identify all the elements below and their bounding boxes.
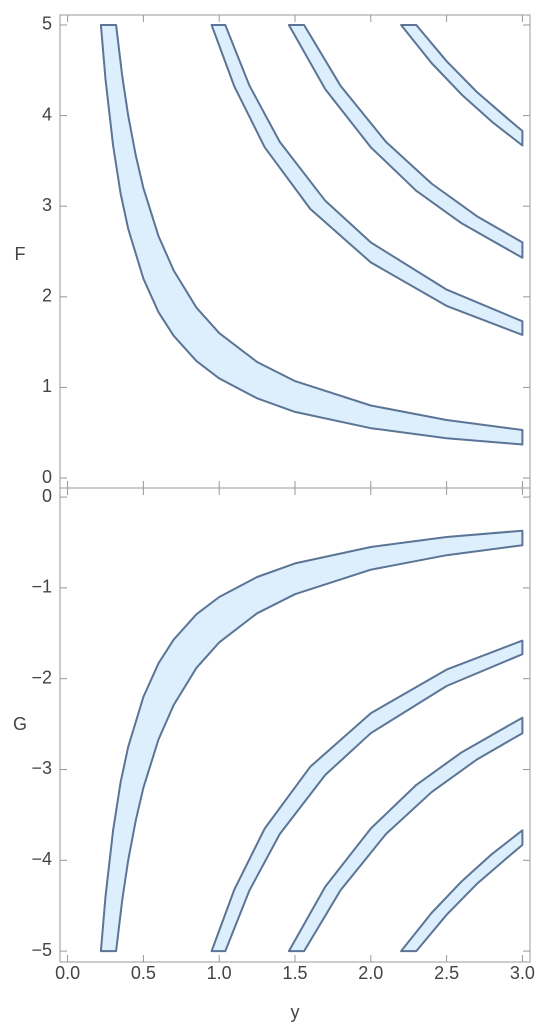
y-tick-label: −1	[31, 577, 52, 597]
y-tick-label: −2	[31, 667, 52, 687]
x-tick-label: 1.5	[282, 963, 307, 983]
band	[400, 24, 524, 147]
y-tick-label: 0	[42, 486, 52, 506]
y-tick-label: 2	[42, 286, 52, 306]
band	[210, 639, 524, 953]
band	[99, 24, 524, 446]
y-tick-label: −5	[31, 940, 52, 960]
band	[287, 24, 524, 259]
x-axis-label: y	[291, 1002, 300, 1022]
y-axis-label: F	[15, 244, 26, 264]
band	[99, 529, 524, 953]
x-tick-label: 0.0	[55, 963, 80, 983]
y-tick-label: 1	[42, 376, 52, 396]
y-tick-label: 4	[42, 104, 52, 124]
x-tick-label: 2.0	[358, 963, 383, 983]
band	[400, 829, 524, 953]
x-tick-label: 2.5	[434, 963, 459, 983]
x-tick-label: 1.0	[207, 963, 232, 983]
band	[210, 24, 524, 336]
band	[287, 716, 524, 953]
x-tick-label: 0.5	[131, 963, 156, 983]
y-tick-label: 5	[42, 14, 52, 34]
x-tick-label: 3.0	[510, 963, 535, 983]
y-tick-label: 3	[42, 195, 52, 215]
y-tick-label: −4	[31, 849, 52, 869]
y-axis-label: G	[13, 714, 27, 734]
y-tick-label: −3	[31, 758, 52, 778]
y-tick-label: 0	[42, 467, 52, 487]
